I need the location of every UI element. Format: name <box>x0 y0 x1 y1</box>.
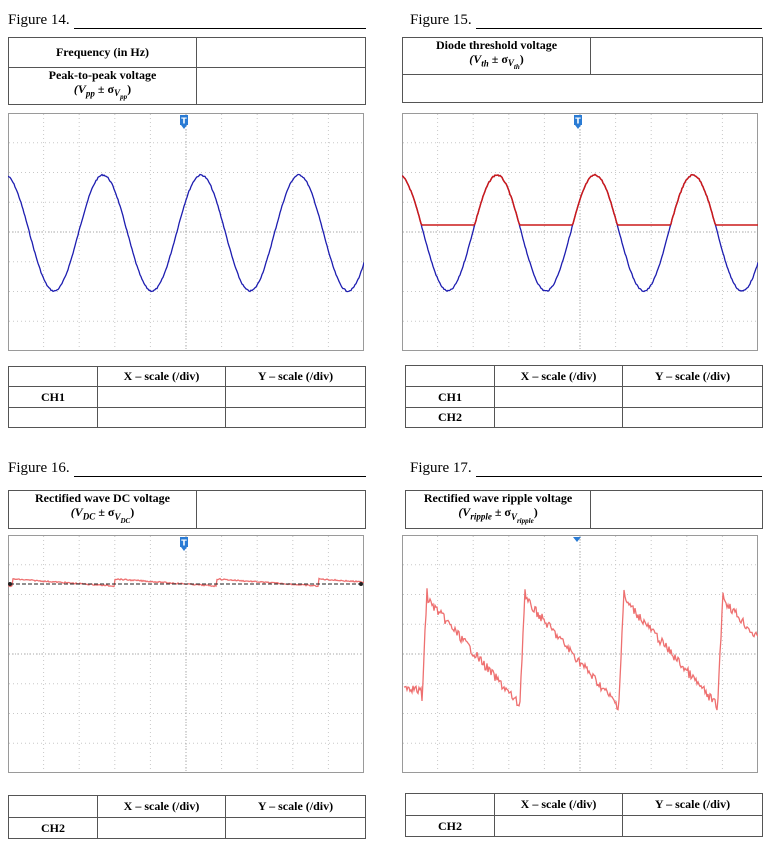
scale-corner-cell <box>8 795 98 818</box>
ch2-clipped-trace <box>402 173 758 226</box>
figure-14-scope-svg: T <box>8 113 364 351</box>
ch2-x-scale-cell[interactable] <box>494 815 623 837</box>
ch2-ripple-trace <box>403 588 758 711</box>
channel-label-ch1: CH1 <box>8 386 98 408</box>
x-scale-header: X – scale (/div) <box>494 793 623 816</box>
figure-16-scale-table: X – scale (/div) Y – scale (/div) CH2 <box>8 795 366 839</box>
trigger-marker-label: T <box>575 117 581 126</box>
channel-label-ch2: CH2 <box>405 407 495 428</box>
dc-level-end-marker <box>359 582 363 586</box>
dc-voltage-value-cell[interactable] <box>196 490 366 529</box>
figure-16-title-row: Figure 16. <box>8 460 366 477</box>
frequency-value-cell[interactable] <box>196 37 366 68</box>
figure-15-scope-svg: T <box>402 113 758 351</box>
y-scale-header: Y – scale (/div) <box>622 365 763 387</box>
figure-17-title-row: Figure 17. <box>410 460 762 477</box>
ch2-y-scale-cell[interactable] <box>225 817 366 839</box>
diode-threshold-label: Diode threshold voltage (Vth ± σVth) <box>402 36 591 76</box>
ch2-y-scale-cell[interactable] <box>622 407 763 428</box>
figure-16-caption-line <box>73 462 366 477</box>
empty-x-cell[interactable] <box>97 407 226 428</box>
trigger-arrow-icon <box>181 125 187 129</box>
figure-14-scale-table: X – scale (/div) Y – scale (/div) CH1 <box>8 366 366 428</box>
trigger-marker-icon <box>574 115 582 125</box>
scale-corner-cell <box>8 366 98 387</box>
ch1-x-scale-cell[interactable] <box>97 386 226 408</box>
figure-17-title: Figure 17. <box>410 460 472 476</box>
trigger-marker-icon <box>180 115 188 125</box>
x-scale-header: X – scale (/div) <box>97 366 226 387</box>
x-scale-header: X – scale (/div) <box>494 365 623 387</box>
ch1-y-scale-cell[interactable] <box>622 386 763 408</box>
figure-14-title-row: Figure 14. <box>8 12 366 29</box>
dc-voltage-label: Rectified wave DC voltage (VDC ± σVDC) <box>8 490 197 529</box>
figure-17-scale-table: X – scale (/div) Y – scale (/div) CH2 <box>405 793 763 837</box>
empty-row-cell <box>8 407 98 428</box>
ripple-voltage-label: Rectified wave ripple voltage (Vripple ±… <box>405 490 591 529</box>
trigger-marker-label: T <box>181 539 187 548</box>
scale-corner-cell <box>405 793 495 816</box>
figure-16-title: Figure 16. <box>8 460 70 476</box>
dc-level-start-marker <box>8 582 12 586</box>
trigger-marker-icon <box>180 537 188 547</box>
trigger-arrow-icon <box>181 547 187 551</box>
channel-label-ch1: CH1 <box>405 386 495 408</box>
ch1-x-scale-cell[interactable] <box>494 386 623 408</box>
diode-threshold-value-cell[interactable] <box>590 36 763 76</box>
diode-threshold-empty-row[interactable] <box>402 74 763 104</box>
figure-15-caption-line <box>475 14 762 29</box>
trigger-marker-label: T <box>181 117 187 126</box>
ch2-x-scale-cell[interactable] <box>97 817 226 839</box>
figure-16-measurement-table: Rectified wave DC voltage (VDC ± σVDC) <box>8 490 366 529</box>
ripple-voltage-value-cell[interactable] <box>590 490 763 529</box>
figure-15-scope-display: T <box>402 113 758 351</box>
figure-14-measurement-table: Frequency (in Hz) Peak-to-peak voltage (… <box>8 37 366 106</box>
figure-17-scope-display <box>402 535 758 773</box>
peak-to-peak-value-cell[interactable] <box>196 66 366 106</box>
figure-16-scope-display: T <box>8 535 364 773</box>
figure-14-caption-line <box>73 14 366 29</box>
x-scale-header: X – scale (/div) <box>97 795 226 818</box>
figure-15-scale-table: X – scale (/div) Y – scale (/div) CH1 CH… <box>405 365 763 428</box>
frequency-label: Frequency (in Hz) <box>8 37 197 68</box>
peak-to-peak-label: Peak-to-peak voltage (Vpp ± σVpp) <box>8 66 197 106</box>
figure-17-measurement-table: Rectified wave ripple voltage (Vripple ±… <box>405 490 763 529</box>
figure-17-scope-svg <box>402 535 758 773</box>
channel-label-ch2: CH2 <box>8 817 98 839</box>
figure-16-scope-svg: T <box>8 535 364 773</box>
figure-15-title-row: Figure 15. <box>410 12 762 29</box>
figure-14-title: Figure 14. <box>8 12 70 28</box>
ch2-y-scale-cell[interactable] <box>622 815 763 837</box>
figure-15-measurement-table: Diode threshold voltage (Vth ± σVth) <box>402 36 763 104</box>
ch2-x-scale-cell[interactable] <box>494 407 623 428</box>
figure-15-title: Figure 15. <box>410 12 472 28</box>
y-scale-header: Y – scale (/div) <box>225 366 366 387</box>
y-scale-header: Y – scale (/div) <box>225 795 366 818</box>
ch1-y-scale-cell[interactable] <box>225 386 366 408</box>
trigger-arrow-icon <box>575 125 581 129</box>
y-scale-header: Y – scale (/div) <box>622 793 763 816</box>
figure-17-caption-line <box>475 462 762 477</box>
empty-y-cell[interactable] <box>225 407 366 428</box>
trigger-arrow-icon <box>573 537 581 542</box>
ch1-sine-trace <box>8 173 364 293</box>
figure-14-scope-display: T <box>8 113 364 351</box>
channel-label-ch2: CH2 <box>405 815 495 837</box>
scale-corner-cell <box>405 365 495 387</box>
